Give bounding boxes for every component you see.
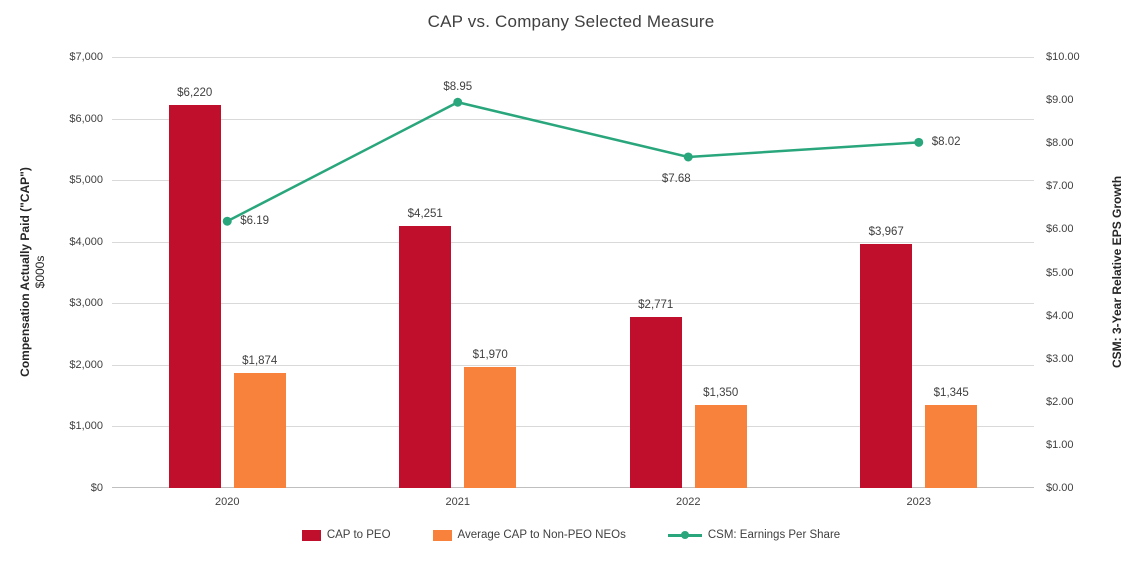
bar-nonpeo-neos: [233, 372, 286, 488]
bar-cap-peo: [629, 317, 682, 488]
right-axis-tick-label: $10.00: [1046, 51, 1080, 63]
left-axis-ticks: $0 $1,000 $2,000 $3,000 $4,000 $5,000 $6,000 $7…: [0, 0, 103, 563]
right-axis-tick-label: $4.00: [1046, 309, 1074, 322]
bar-data-label: $3,967: [868, 225, 904, 238]
x-axis-category-label: 2020: [215, 496, 240, 508]
legend-label-csm-eps: CSM: Earnings Per Share: [707, 529, 841, 541]
plot-area: $6,220 $4,251 $2,771 $3,967 $1,874 $1,970 $1,3…: [112, 57, 1034, 488]
x-axis-category-label: 2021: [445, 496, 470, 508]
line-marker: [222, 216, 232, 226]
gridline: [112, 364, 1034, 366]
legend-label-nonpeo-neos: Average CAP to Non-PEO NEOs: [457, 529, 626, 541]
bar-cap-peo: [399, 226, 452, 488]
bar-data-label: $1,345: [933, 387, 969, 400]
x-axis-category-label: 2023: [906, 496, 931, 508]
line-marker: [683, 152, 693, 162]
right-axis-tick-label: $6.00: [1046, 223, 1074, 236]
legend-item-cap-peo: CAP to PEO: [301, 529, 391, 541]
legend: CAP to PEO Average CAP to Non-PEO NEOs C…: [0, 529, 1142, 541]
left-axis-tick-label: $7,000: [69, 51, 103, 63]
right-axis-tick-label: $1.00: [1046, 438, 1074, 451]
right-axis-tick-label: $3.00: [1046, 352, 1074, 365]
line-marker: [914, 137, 924, 147]
bar-cap-peo: [168, 105, 221, 488]
right-axis-tick-label: $9.00: [1046, 94, 1074, 107]
legend-swatch-nonpeo-neos: [432, 529, 452, 541]
legend-item-nonpeo-neos: Average CAP to Non-PEO NEOs: [432, 529, 626, 541]
line-data-label: $8.95: [443, 81, 473, 94]
right-axis-tick-label: $7.00: [1046, 180, 1074, 193]
gridline: [112, 303, 1034, 305]
left-axis-tick-label: $2,000: [69, 358, 103, 371]
right-axis-tick-label: $5.00: [1046, 266, 1074, 279]
gridline: [112, 241, 1034, 243]
gridline: [112, 426, 1034, 428]
line-data-label: $6.19: [240, 215, 270, 228]
right-axis-tick-label: $8.00: [1046, 137, 1074, 150]
right-axis-tick-label: $0.00: [1046, 482, 1074, 494]
left-axis-tick-label: $4,000: [69, 235, 103, 248]
bar-nonpeo-neos: [694, 404, 747, 488]
left-axis-tick-label: $5,000: [69, 174, 103, 187]
line-path: [226, 100, 919, 223]
bar-data-label: $1,970: [472, 348, 508, 361]
bar-nonpeo-neos: [925, 405, 978, 488]
line-marker: [453, 97, 463, 107]
left-axis-tick-label: $3,000: [69, 297, 103, 310]
bar-nonpeo-neos: [464, 366, 517, 488]
gridline: [112, 118, 1034, 120]
bar-data-label: $2,771: [638, 299, 674, 312]
bar-data-label: $4,251: [407, 208, 443, 221]
bar-data-label: $1,350: [703, 386, 739, 399]
legend-label-cap-peo: CAP to PEO: [326, 529, 391, 541]
gridline: [112, 57, 1034, 58]
legend-item-csm-eps: CSM: Earnings Per Share: [667, 529, 841, 541]
x-axis-category-label: 2022: [676, 496, 701, 508]
bar-data-label: $6,220: [177, 87, 213, 100]
line-data-label: $8.02: [931, 136, 961, 149]
legend-line-marker: [680, 531, 689, 539]
right-axis-tick-label: $2.00: [1046, 395, 1074, 408]
legend-swatch-csm-eps-line-icon: [667, 529, 702, 541]
right-axis-ticks: $0.00 $1.00 $2.00 $3.00 $4.00 $5.00 $6.00 $7.00…: [1046, 0, 1126, 563]
bar-cap-peo: [860, 243, 913, 488]
left-axis-tick-label: $0: [90, 482, 103, 494]
line-data-label: $7.68: [661, 172, 691, 185]
bar-data-label: $1,874: [242, 354, 278, 367]
x-axis-line: [112, 487, 1034, 488]
left-axis-tick-label: $6,000: [69, 112, 103, 125]
legend-swatch-cap-peo: [301, 529, 321, 541]
gridline: [112, 180, 1034, 182]
chart-title: CAP vs. Company Selected Measure: [427, 12, 715, 31]
left-axis-tick-label: $1,000: [69, 420, 103, 433]
